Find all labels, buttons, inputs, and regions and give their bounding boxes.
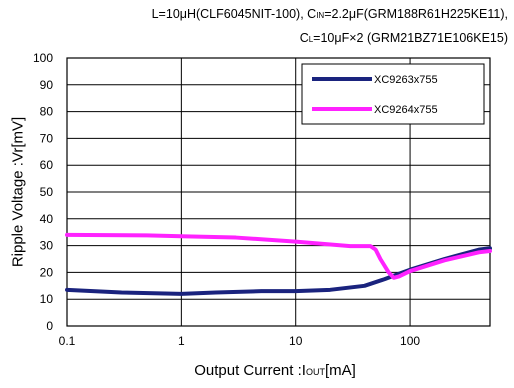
y-tick-label: 40 (40, 212, 54, 226)
x-axis-label: Output Current :IOUT[mA] (194, 362, 356, 379)
legend-label: XC9263x755 (374, 74, 438, 86)
y-axis-label: Ripple Voltage :Vr[mV] (9, 116, 27, 268)
x-tick-label: 10 (289, 334, 303, 348)
y-tick-label: 90 (40, 78, 54, 92)
x-tick-label: 100 (400, 334, 420, 348)
x-tick-label: 0.1 (59, 334, 76, 348)
y-tick-label: 100 (33, 51, 53, 65)
tick-labels: 0 10 20 30 40 50 60 70 80 90 100 0.1 1 10 100 (33, 51, 420, 348)
y-tick-label: 30 (40, 239, 54, 253)
legend: XC9263x755 XC9264x755 (301, 63, 485, 125)
y-tick-label: 50 (40, 185, 54, 199)
test-conditions-line-2: CL=10μF×2 (GRM21BZ71E106KE15) (299, 31, 508, 45)
y-tick-label: 20 (40, 265, 54, 279)
y-tick-label: 80 (40, 105, 54, 119)
series-line (65, 232, 492, 280)
series-layer (65, 232, 492, 296)
series-line (65, 246, 492, 296)
legend-box (301, 63, 485, 125)
plot-frame (66, 57, 491, 327)
legend-label: XC9264x755 (374, 104, 438, 116)
y-tick-label: 60 (40, 158, 54, 172)
test-conditions-line-1: L=10μH(CLF6045NIT-100), CIN=2.2μF(GRM188… (151, 7, 508, 21)
y-tick-label: 0 (46, 319, 53, 333)
x-tick-label: 1 (178, 334, 185, 348)
y-tick-label: 70 (40, 131, 54, 145)
y-tick-label: 10 (40, 292, 54, 306)
